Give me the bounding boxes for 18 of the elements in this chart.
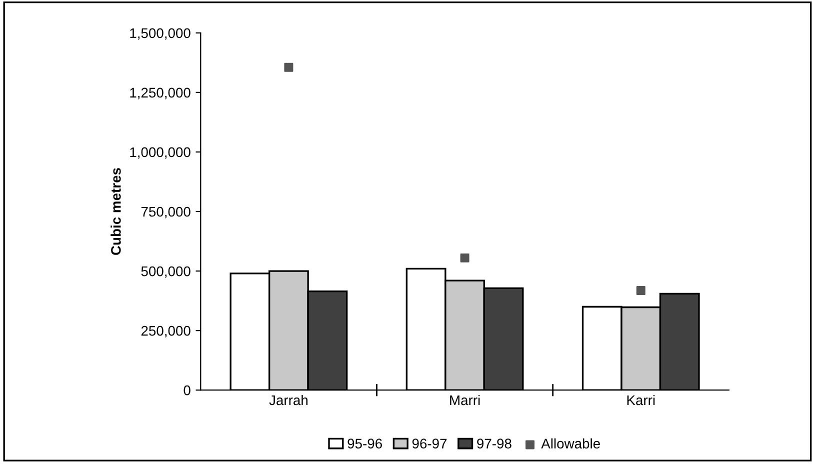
legend-label: Allowable bbox=[541, 438, 600, 449]
y-tick-label: 1,250,000 bbox=[130, 88, 190, 100]
y-tick-label: 0 bbox=[184, 385, 190, 396]
point bbox=[284, 62, 294, 72]
y-tick-label: 1,000,000 bbox=[130, 147, 190, 159]
x-tick-label: Karri bbox=[627, 394, 655, 406]
x-tick-label: Jarrah bbox=[269, 394, 308, 406]
y-axis-title: Cubic metres bbox=[110, 168, 121, 255]
point bbox=[460, 253, 470, 262]
point bbox=[636, 286, 646, 296]
legend-label: 96-97 bbox=[412, 438, 447, 449]
x-tick-label: Marri bbox=[450, 394, 480, 406]
y-tick-label: 1,500,000 bbox=[130, 28, 190, 40]
legend-label: 95-96 bbox=[348, 438, 382, 449]
y-tick-label: 250,000 bbox=[141, 326, 190, 338]
legend-label: 97-98 bbox=[477, 438, 512, 449]
y-tick-label: 500,000 bbox=[141, 266, 190, 278]
y-tick-label: 750,000 bbox=[141, 206, 190, 218]
